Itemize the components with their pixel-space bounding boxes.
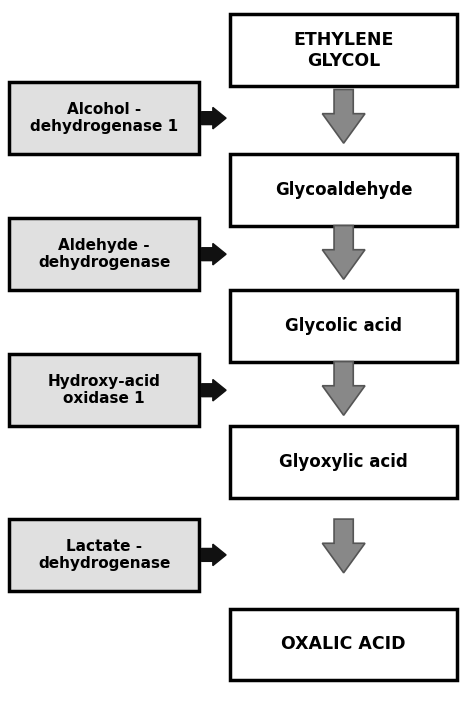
Text: Aldehyde -
dehydrogenase: Aldehyde - dehydrogenase: [38, 238, 171, 271]
FancyArrow shape: [201, 544, 226, 566]
Polygon shape: [322, 226, 365, 279]
Text: OXALIC ACID: OXALIC ACID: [282, 635, 406, 654]
FancyBboxPatch shape: [230, 609, 457, 680]
Polygon shape: [322, 90, 365, 143]
FancyBboxPatch shape: [230, 290, 457, 362]
FancyBboxPatch shape: [230, 154, 457, 226]
FancyBboxPatch shape: [9, 354, 199, 426]
FancyArrow shape: [201, 107, 226, 129]
Text: Glycoaldehyde: Glycoaldehyde: [275, 180, 412, 199]
Text: Glycolic acid: Glycolic acid: [285, 316, 402, 335]
Polygon shape: [322, 362, 365, 415]
FancyBboxPatch shape: [9, 82, 199, 154]
Text: Hydroxy-acid
oxidase 1: Hydroxy-acid oxidase 1: [48, 374, 161, 407]
Polygon shape: [322, 519, 365, 573]
FancyArrow shape: [201, 379, 226, 401]
FancyBboxPatch shape: [9, 519, 199, 591]
Text: Alcohol -
dehydrogenase 1: Alcohol - dehydrogenase 1: [30, 102, 178, 135]
FancyBboxPatch shape: [230, 426, 457, 498]
Text: ETHYLENE
GLYCOL: ETHYLENE GLYCOL: [293, 31, 394, 69]
Text: Glyoxylic acid: Glyoxylic acid: [279, 453, 408, 471]
FancyBboxPatch shape: [9, 218, 199, 290]
FancyBboxPatch shape: [230, 14, 457, 86]
Text: Lactate -
dehydrogenase: Lactate - dehydrogenase: [38, 538, 171, 571]
FancyArrow shape: [201, 243, 226, 265]
